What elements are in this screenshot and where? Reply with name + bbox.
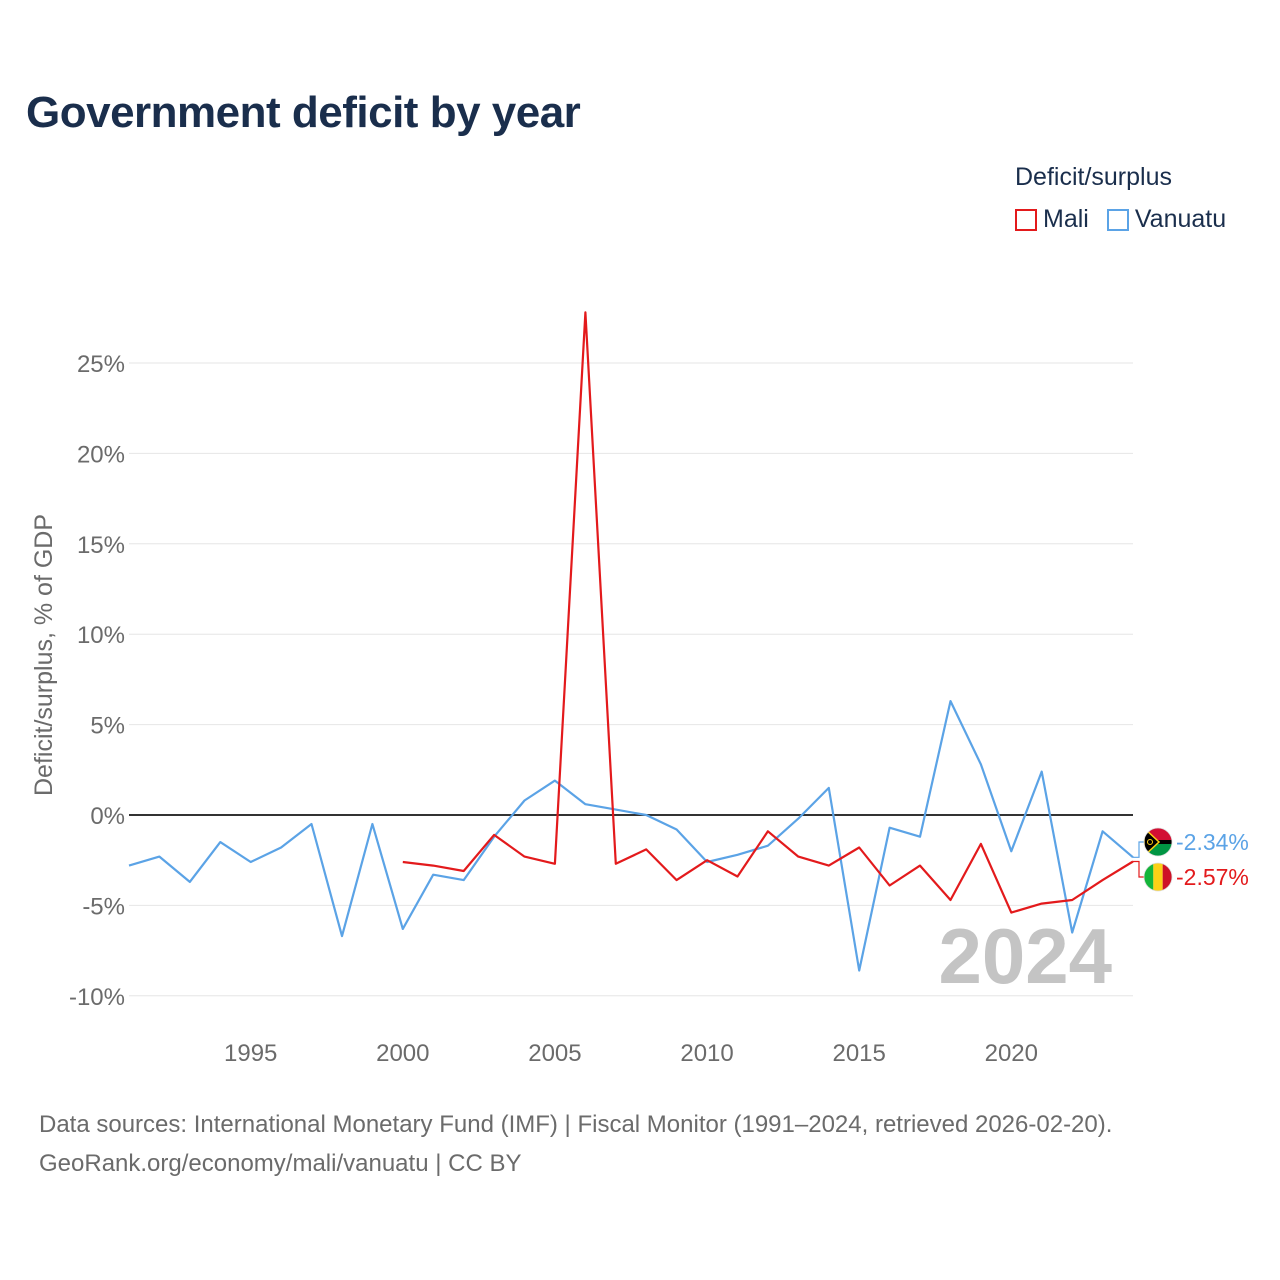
grid bbox=[129, 362, 1133, 997]
y-tick-label: 20% bbox=[77, 441, 125, 468]
x-tick-label: 2015 bbox=[832, 1040, 885, 1067]
credit-line[interactable]: GeoRank.org/economy/mali/vanuatu | CC BY bbox=[39, 1150, 522, 1177]
end-connector-vanuatu bbox=[1133, 841, 1145, 858]
x-tick-label: 2000 bbox=[376, 1040, 429, 1067]
end-markers: -2.34% -2.57% bbox=[1133, 827, 1249, 892]
vanuatu-flag-icon bbox=[1143, 827, 1173, 857]
x-tick-label: 1995 bbox=[224, 1040, 277, 1067]
y-tick-label: 0% bbox=[90, 803, 125, 830]
series-line-mali[interactable] bbox=[402, 311, 1134, 914]
legend-item-mali[interactable]: Mali bbox=[1015, 205, 1089, 234]
source-note: Data sources: International Monetary Fun… bbox=[39, 1105, 1112, 1183]
end-label-mali: -2.57% bbox=[1176, 864, 1249, 890]
x-tick-label: 2020 bbox=[985, 1040, 1038, 1067]
source-line: Data sources: International Monetary Fun… bbox=[39, 1111, 1113, 1138]
x-tick-label: 2005 bbox=[528, 1040, 581, 1067]
year-watermark: 2024 bbox=[938, 912, 1112, 1000]
legend-title: Deficit/surplus bbox=[1015, 163, 1172, 191]
end-connector-mali bbox=[1133, 860, 1145, 878]
y-tick-label: -10% bbox=[69, 984, 125, 1011]
y-axis-title: Deficit/surplus, % of GDP bbox=[30, 514, 58, 796]
series-line-vanuatu[interactable] bbox=[128, 699, 1134, 972]
end-label-vanuatu: -2.34% bbox=[1176, 829, 1249, 855]
chart-title: Government deficit by year bbox=[26, 88, 581, 137]
legend: Mali Vanuatu bbox=[1015, 205, 1226, 234]
legend-item-vanuatu[interactable]: Vanuatu bbox=[1106, 205, 1227, 234]
series-lines bbox=[128, 311, 1134, 972]
y-tick-label: 25% bbox=[77, 351, 125, 378]
legend-swatch-vanuatu bbox=[1106, 208, 1129, 231]
x-axis-tick-labels: 1995 2000 2005 2010 2015 2020 bbox=[224, 1040, 1038, 1067]
y-tick-label: 5% bbox=[90, 713, 125, 740]
y-tick-label: 10% bbox=[77, 622, 125, 649]
legend-label-vanuatu: Vanuatu bbox=[1134, 205, 1227, 233]
y-tick-label: 15% bbox=[77, 532, 125, 559]
y-tick-label: -5% bbox=[82, 893, 125, 920]
mali-flag-icon bbox=[1143, 862, 1173, 892]
legend-swatch-mali bbox=[1015, 208, 1037, 231]
x-tick-label: 2010 bbox=[680, 1040, 733, 1067]
y-axis-tick-labels: -10% -5% 0% 5% 10% 15% 20% 25% bbox=[69, 351, 125, 1011]
legend-label-mali: Mali bbox=[1043, 205, 1089, 233]
